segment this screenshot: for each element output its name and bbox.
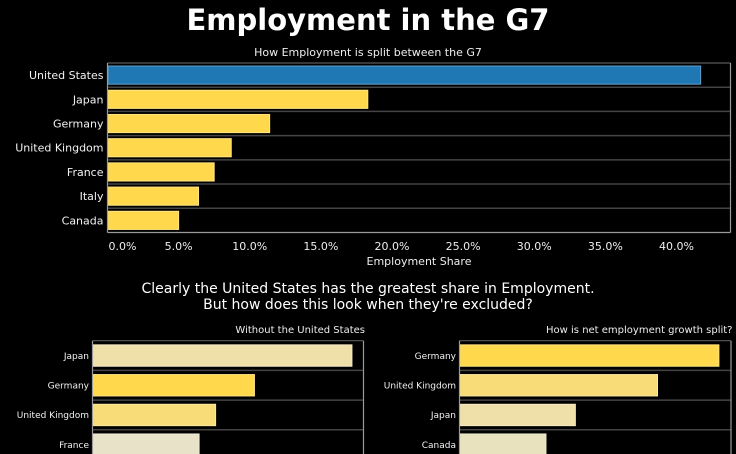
bar-italy <box>107 186 200 206</box>
x-tick-label: 0.0% <box>109 240 137 253</box>
x-tick-label: 30.0% <box>517 240 552 253</box>
bar-united-states <box>107 65 702 85</box>
y-label-united-states: United States <box>29 69 104 82</box>
bar-france <box>92 433 200 454</box>
y-label-japan: Japan <box>72 93 104 106</box>
x-tick-label: 5.0% <box>165 240 193 253</box>
x-tick-label: 25.0% <box>446 240 481 253</box>
y-label-united-kingdom: United Kingdom <box>384 381 456 391</box>
without-us-chart: Japan Germany United Kingdom France Without … <box>17 325 365 454</box>
y-label-france: France <box>59 441 89 451</box>
bar-united-kingdom <box>92 403 217 427</box>
y-label-germany: Germany <box>53 117 104 130</box>
net-growth-split-chart: Germany United Kingdom Japan Canada How is n… <box>384 325 733 454</box>
bar-germany <box>107 113 271 134</box>
bar-canada <box>107 210 180 230</box>
y-label-germany: Germany <box>48 381 90 391</box>
main-chart-title: How Employment is split between the G7 <box>254 46 482 59</box>
commentary-text: Clearly the United States has the greate… <box>0 281 736 313</box>
commentary-line-2: But how does this look when they're excl… <box>203 297 533 313</box>
bar-japan <box>459 403 576 427</box>
chart-title: How is net employment growth split? <box>546 325 732 336</box>
bar-united-kingdom <box>107 138 232 158</box>
x-tick-label: 10.0% <box>232 240 267 253</box>
main-employment-share-chart: United States Japan Germany United Kingdom F… <box>15 62 732 268</box>
x-tick-label: 20.0% <box>374 240 409 253</box>
chart-title: Without the United States <box>235 325 365 336</box>
y-label-canada: Canada <box>62 214 104 227</box>
y-label-united-kingdom: United Kingdom <box>17 411 89 421</box>
page-title: Employment in the G7 <box>186 3 550 37</box>
y-label-japan: Japan <box>63 352 89 362</box>
bar-canada <box>459 433 547 454</box>
x-axis-title: Employment Share <box>367 255 472 268</box>
x-tick-label: 35.0% <box>588 240 623 253</box>
y-label-canada: Canada <box>422 441 456 451</box>
y-label-germany: Germany <box>415 352 457 362</box>
bar-germany <box>92 374 255 397</box>
y-label-united-kingdom: United Kingdom <box>15 142 103 155</box>
bar-japan <box>92 344 353 367</box>
y-label-france: France <box>67 166 104 179</box>
bar-japan <box>107 89 369 109</box>
bar-france <box>107 162 215 182</box>
y-label-italy: Italy <box>80 190 104 203</box>
bar-united-kingdom <box>459 374 659 397</box>
x-tick-label: 40.0% <box>659 240 694 253</box>
x-tick-label: 15.0% <box>303 240 338 253</box>
y-label-japan: Japan <box>430 411 456 421</box>
commentary-line-1: Clearly the United States has the greate… <box>141 281 595 297</box>
bar-germany <box>459 344 720 367</box>
